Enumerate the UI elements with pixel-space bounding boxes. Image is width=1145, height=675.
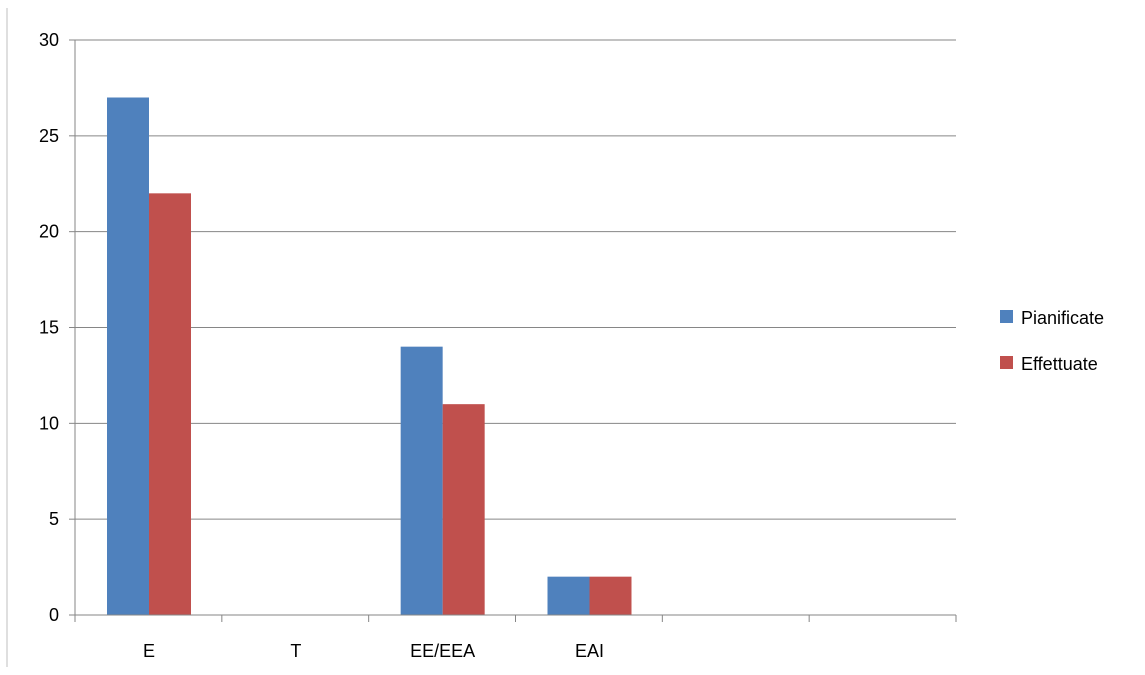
bar-pianificate-E	[107, 97, 149, 615]
bar-effettuate-EE/EEA	[442, 404, 485, 615]
bar-effettuate-E	[149, 193, 191, 616]
legend-swatch-pianificate	[1000, 310, 1013, 323]
x-tick-label: EAI	[575, 641, 604, 661]
y-axis-tick-labels: 0 5 10 15 20 25 30	[39, 30, 59, 625]
y-tick-label: 0	[49, 605, 59, 625]
x-tick-label: T	[290, 641, 301, 661]
axes	[69, 39, 957, 622]
y-tick-label: 10	[39, 413, 59, 433]
y-tick-label: 25	[39, 126, 59, 146]
bars	[107, 97, 632, 616]
gridlines	[75, 39, 956, 520]
y-tick-label: 15	[39, 318, 59, 338]
y-tick-label: 30	[39, 30, 59, 50]
x-tick-label: EE/EEA	[410, 641, 475, 661]
bar-pianificate-EE/EEA	[400, 346, 443, 615]
legend-swatch-effettuate	[1000, 356, 1013, 369]
bar-pianificate-EAI	[547, 576, 590, 615]
legend-label-pianificate: Pianificate	[1021, 308, 1104, 328]
bar-effettuate-EAI	[589, 576, 632, 615]
legend-label-effettuate: Effettuate	[1021, 354, 1098, 374]
legend: Pianificate Effettuate	[1000, 308, 1104, 374]
x-axis-tick-labels: E T EE/EEA EAI	[143, 641, 604, 661]
y-tick-label: 5	[49, 509, 59, 529]
x-tick-label: E	[143, 641, 155, 661]
y-tick-label: 20	[39, 222, 59, 242]
